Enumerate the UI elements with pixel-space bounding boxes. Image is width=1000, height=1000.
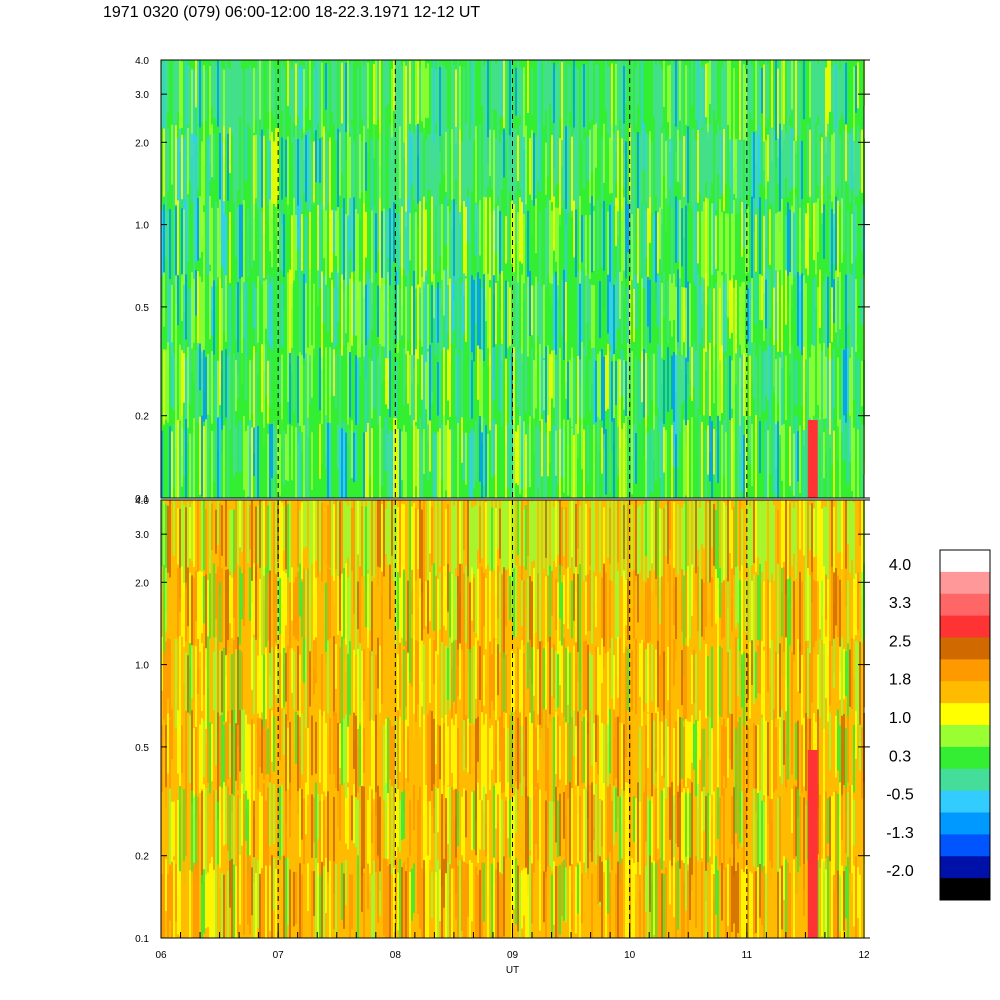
upper-y-tick-label-0.5: 0.5	[135, 303, 149, 314]
colorbar-label-1.0: 1.0	[889, 710, 911, 727]
axes: 06 07 08 09 10 11 12 UT	[155, 928, 870, 976]
lower-panel: 0.1 0.2 0.5 1.0 2.0 3.0 4.0	[135, 496, 870, 945]
colorbar-swatch	[940, 703, 990, 726]
colorbar-swatch	[940, 681, 990, 704]
colorbar-swatch	[940, 834, 990, 857]
colorbar-frame	[939, 549, 991, 901]
colorbar-label-1.8: 1.8	[889, 672, 911, 689]
upper-burst-streak	[807, 420, 818, 498]
x-tick-label-07: 07	[273, 950, 285, 961]
colorbar-swatch	[940, 746, 990, 770]
upper-y-tick-label-1.0: 1.0	[135, 221, 149, 232]
lower-y-tick-label-2.0: 2.0	[135, 578, 149, 589]
upper-spectrogram-texture	[161, 60, 865, 498]
colorbar-swatch	[940, 725, 990, 748]
upper-y-tick-label-0.2: 0.2	[135, 412, 149, 423]
colorbar-swatch	[940, 768, 990, 792]
x-tick-label-10: 10	[624, 950, 636, 961]
colorbar-label-4.0: 4.0	[889, 557, 911, 574]
lower-spectrogram-texture	[161, 500, 865, 938]
colorbar-swatch	[940, 812, 990, 835]
lower-y-tick-label-0.5: 0.5	[135, 743, 149, 754]
colorbar-swatch	[940, 856, 990, 879]
lower-y-tick-label-1.0: 1.0	[135, 661, 149, 672]
colorbar-label-3.3: 3.3	[889, 595, 911, 612]
colorbar-swatch	[940, 790, 990, 813]
colorbar-swatch	[940, 550, 990, 573]
colorbar-label--0.5: -0.5	[886, 787, 914, 804]
colorbar-label-2.5: 2.5	[889, 633, 911, 650]
lower-y-tick-label-0.1: 0.1	[135, 934, 149, 945]
upper-y-tick-label-2.0: 2.0	[135, 138, 149, 149]
colorbar-swatch	[940, 878, 990, 901]
lower-burst-streak	[807, 750, 818, 938]
lower-y-tick-label-3.0: 3.0	[135, 530, 149, 541]
x-tick-label-08: 08	[390, 950, 402, 961]
colorbar-swatch	[940, 659, 990, 682]
x-tick-label-09: 09	[507, 950, 519, 961]
upper-panel: 0.1 0.2 0.5 1.0 2.0 3.0 4.0	[135, 56, 870, 505]
chart-title: 1971 0320 (079) 06:00-12:00 18-22.3.1971…	[103, 4, 481, 21]
colorbar-label-0.3: 0.3	[889, 748, 911, 765]
colorbar-swatch	[940, 637, 990, 660]
colorbar: 4.0 3.3 2.5 1.8 1.0 0.3 -0.5 -1.3 -2.0	[886, 549, 991, 901]
colorbar-swatch	[940, 593, 990, 617]
colorbar-swatch	[940, 615, 990, 638]
x-tick-label-11: 11	[742, 950, 753, 961]
colorbar-label--2.0: -2.0	[886, 863, 914, 880]
upper-y-tick-label-4.0: 4.0	[135, 56, 149, 67]
colorbar-swatch	[940, 571, 990, 595]
upper-y-tick-label-0.1: 0.1	[135, 494, 149, 505]
x-tick-label-06: 06	[155, 950, 167, 961]
colorbar-label--1.3: -1.3	[886, 825, 914, 842]
upper-y-tick-label-3.0: 3.0	[135, 90, 149, 101]
lower-y-tick-label-4.0: 4.0	[135, 496, 149, 507]
lower-y-tick-label-0.2: 0.2	[135, 852, 149, 863]
x-axis-label: UT	[506, 965, 519, 976]
x-tick-label-12: 12	[858, 950, 870, 961]
